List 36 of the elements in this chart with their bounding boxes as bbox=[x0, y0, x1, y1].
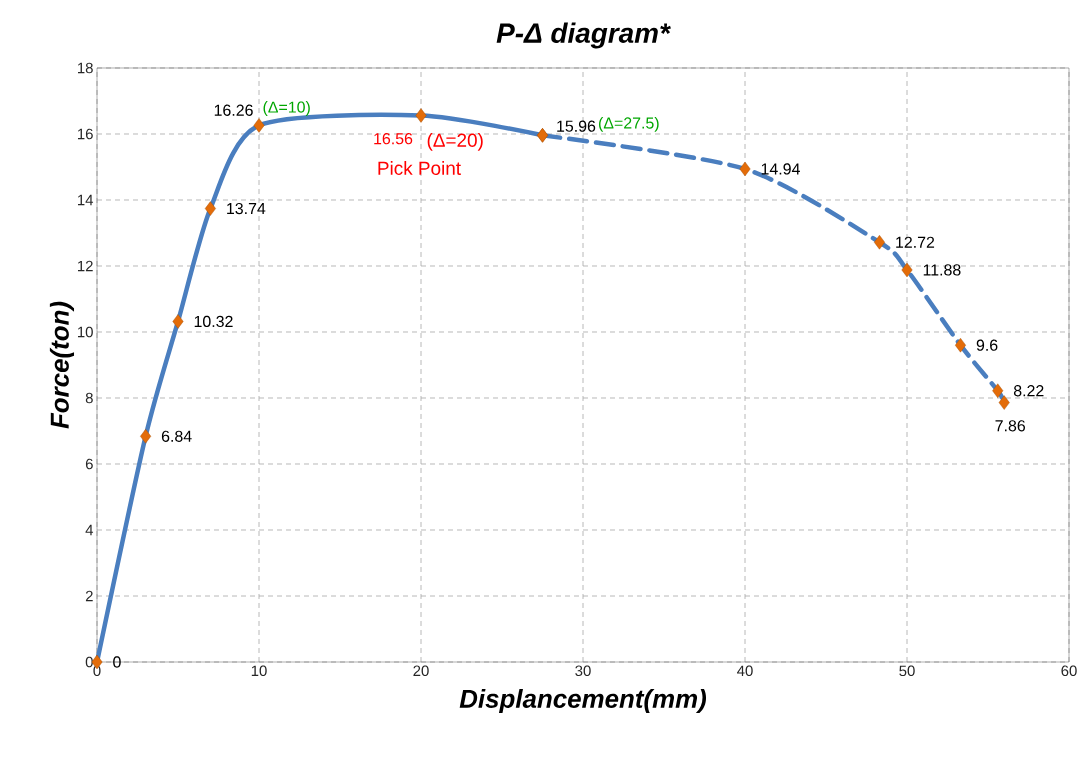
annotation: (Δ=20) bbox=[427, 133, 483, 151]
chart-title: P-Δ diagram* bbox=[496, 22, 671, 49]
y-tick-label: 8 bbox=[85, 392, 93, 404]
y-tick-label: 4 bbox=[85, 524, 94, 536]
data-label: 9.6 bbox=[976, 339, 998, 351]
data-label: 14.94 bbox=[761, 163, 800, 175]
x-tick-label: 10 bbox=[251, 665, 267, 677]
y-tick-label: 16 bbox=[78, 128, 93, 140]
y-tick-label: 12 bbox=[78, 260, 93, 272]
annotation: Pick Point bbox=[378, 161, 461, 175]
x-tick-label: 60 bbox=[1061, 665, 1077, 677]
y-tick-label: 18 bbox=[78, 62, 93, 74]
x-tick-label: 50 bbox=[899, 665, 915, 677]
data-label: 13.74 bbox=[227, 202, 266, 215]
y-tick-label: 10 bbox=[78, 326, 93, 338]
y-tick-label: 6 bbox=[85, 458, 93, 470]
data-label: 0 bbox=[113, 656, 121, 668]
data-label: 16.26 bbox=[214, 104, 253, 116]
x-tick-label: 40 bbox=[737, 665, 753, 677]
y-tick-label: 0 bbox=[85, 656, 93, 668]
data-label: 16.56 bbox=[374, 133, 413, 145]
annotation: (Δ=27.5) bbox=[599, 116, 659, 132]
data-label: 15.96 bbox=[557, 120, 596, 132]
data-label: 11.88 bbox=[923, 264, 961, 276]
x-axis-title: Displancement(mm) bbox=[459, 688, 707, 714]
data-label: 8.22 bbox=[1013, 385, 1044, 397]
data-label: 12.72 bbox=[896, 236, 935, 248]
y-axis-title: Force(ton) bbox=[49, 301, 75, 429]
data-label: 6.84 bbox=[161, 430, 192, 442]
y-tick-label: 14 bbox=[78, 194, 94, 206]
x-tick-label: 20 bbox=[413, 665, 429, 677]
annotation: (Δ=10) bbox=[263, 101, 310, 116]
x-tick-label: 30 bbox=[575, 665, 591, 677]
y-tick-label: 2 bbox=[85, 590, 93, 602]
data-label: 10.32 bbox=[194, 315, 233, 328]
data-label: 7.86 bbox=[995, 420, 1026, 432]
